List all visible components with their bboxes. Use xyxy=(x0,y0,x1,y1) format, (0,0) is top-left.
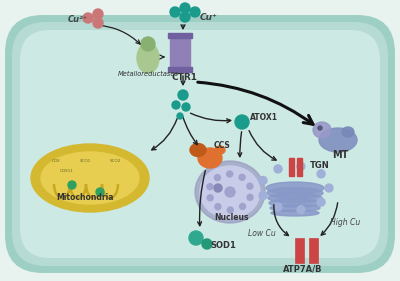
Bar xyxy=(184,35,190,67)
Circle shape xyxy=(317,170,325,178)
Circle shape xyxy=(247,194,253,200)
Ellipse shape xyxy=(270,204,320,212)
Circle shape xyxy=(225,187,235,197)
Text: Cu⁺: Cu⁺ xyxy=(200,13,218,22)
Ellipse shape xyxy=(313,122,331,138)
Bar xyxy=(168,67,192,72)
Circle shape xyxy=(180,12,190,22)
Bar xyxy=(170,35,176,67)
Ellipse shape xyxy=(31,144,149,212)
Ellipse shape xyxy=(268,193,322,203)
Bar xyxy=(309,238,318,263)
Text: COX11: COX11 xyxy=(60,169,74,173)
Circle shape xyxy=(178,90,188,100)
Text: ATP7A/B: ATP7A/B xyxy=(283,265,322,274)
Circle shape xyxy=(68,181,76,189)
Circle shape xyxy=(170,7,180,17)
Text: High Cu: High Cu xyxy=(330,218,360,227)
FancyBboxPatch shape xyxy=(5,15,395,273)
Circle shape xyxy=(259,192,267,200)
Text: COX: COX xyxy=(52,159,61,163)
Ellipse shape xyxy=(141,37,155,51)
Ellipse shape xyxy=(195,161,265,223)
Circle shape xyxy=(274,203,282,211)
Circle shape xyxy=(239,174,245,180)
Circle shape xyxy=(207,184,213,190)
Text: SOD1: SOD1 xyxy=(210,241,236,250)
Circle shape xyxy=(172,101,180,109)
Text: Low Cu: Low Cu xyxy=(248,229,276,238)
Circle shape xyxy=(240,203,246,209)
Text: MT: MT xyxy=(332,150,348,160)
Text: CCS: CCS xyxy=(214,141,231,150)
Text: TGN: TGN xyxy=(310,161,330,170)
Ellipse shape xyxy=(41,152,139,204)
Bar xyxy=(168,33,192,38)
Circle shape xyxy=(189,231,203,245)
Circle shape xyxy=(318,126,322,130)
Ellipse shape xyxy=(200,166,260,218)
Text: Mitochondria: Mitochondria xyxy=(56,193,114,202)
Circle shape xyxy=(259,176,267,184)
Circle shape xyxy=(235,115,249,129)
Circle shape xyxy=(274,165,282,173)
Ellipse shape xyxy=(267,188,323,198)
Ellipse shape xyxy=(271,210,319,216)
Circle shape xyxy=(214,184,222,192)
Circle shape xyxy=(317,198,325,206)
Ellipse shape xyxy=(342,127,354,137)
Text: ATOX1: ATOX1 xyxy=(250,113,278,122)
Circle shape xyxy=(83,13,93,23)
Bar xyxy=(289,158,294,176)
Circle shape xyxy=(227,207,233,213)
Text: CTR1: CTR1 xyxy=(172,73,198,82)
Circle shape xyxy=(207,195,213,201)
Ellipse shape xyxy=(269,199,321,207)
Circle shape xyxy=(182,103,190,111)
Text: SCO1: SCO1 xyxy=(80,159,91,163)
Ellipse shape xyxy=(190,144,206,157)
Bar xyxy=(295,238,304,263)
Text: Cu²⁺: Cu²⁺ xyxy=(68,15,88,24)
Text: Nucleus: Nucleus xyxy=(214,213,248,222)
Bar xyxy=(297,158,302,176)
Circle shape xyxy=(247,183,253,189)
FancyBboxPatch shape xyxy=(20,30,380,258)
Ellipse shape xyxy=(215,146,225,154)
Circle shape xyxy=(180,3,190,13)
Ellipse shape xyxy=(137,43,159,73)
Text: SCO2: SCO2 xyxy=(110,159,121,163)
Circle shape xyxy=(177,113,183,119)
Circle shape xyxy=(227,171,233,177)
Circle shape xyxy=(297,162,305,170)
Ellipse shape xyxy=(319,128,357,152)
Circle shape xyxy=(297,206,305,214)
Circle shape xyxy=(190,7,200,17)
FancyBboxPatch shape xyxy=(12,22,388,266)
Circle shape xyxy=(93,18,103,28)
Circle shape xyxy=(215,204,221,210)
Circle shape xyxy=(96,188,104,196)
Ellipse shape xyxy=(198,148,222,168)
Circle shape xyxy=(93,9,103,19)
Bar xyxy=(177,35,183,67)
Ellipse shape xyxy=(266,182,324,194)
Circle shape xyxy=(214,175,220,181)
Circle shape xyxy=(325,184,333,192)
Text: Metalloreductases: Metalloreductases xyxy=(118,71,179,77)
Circle shape xyxy=(202,239,212,249)
